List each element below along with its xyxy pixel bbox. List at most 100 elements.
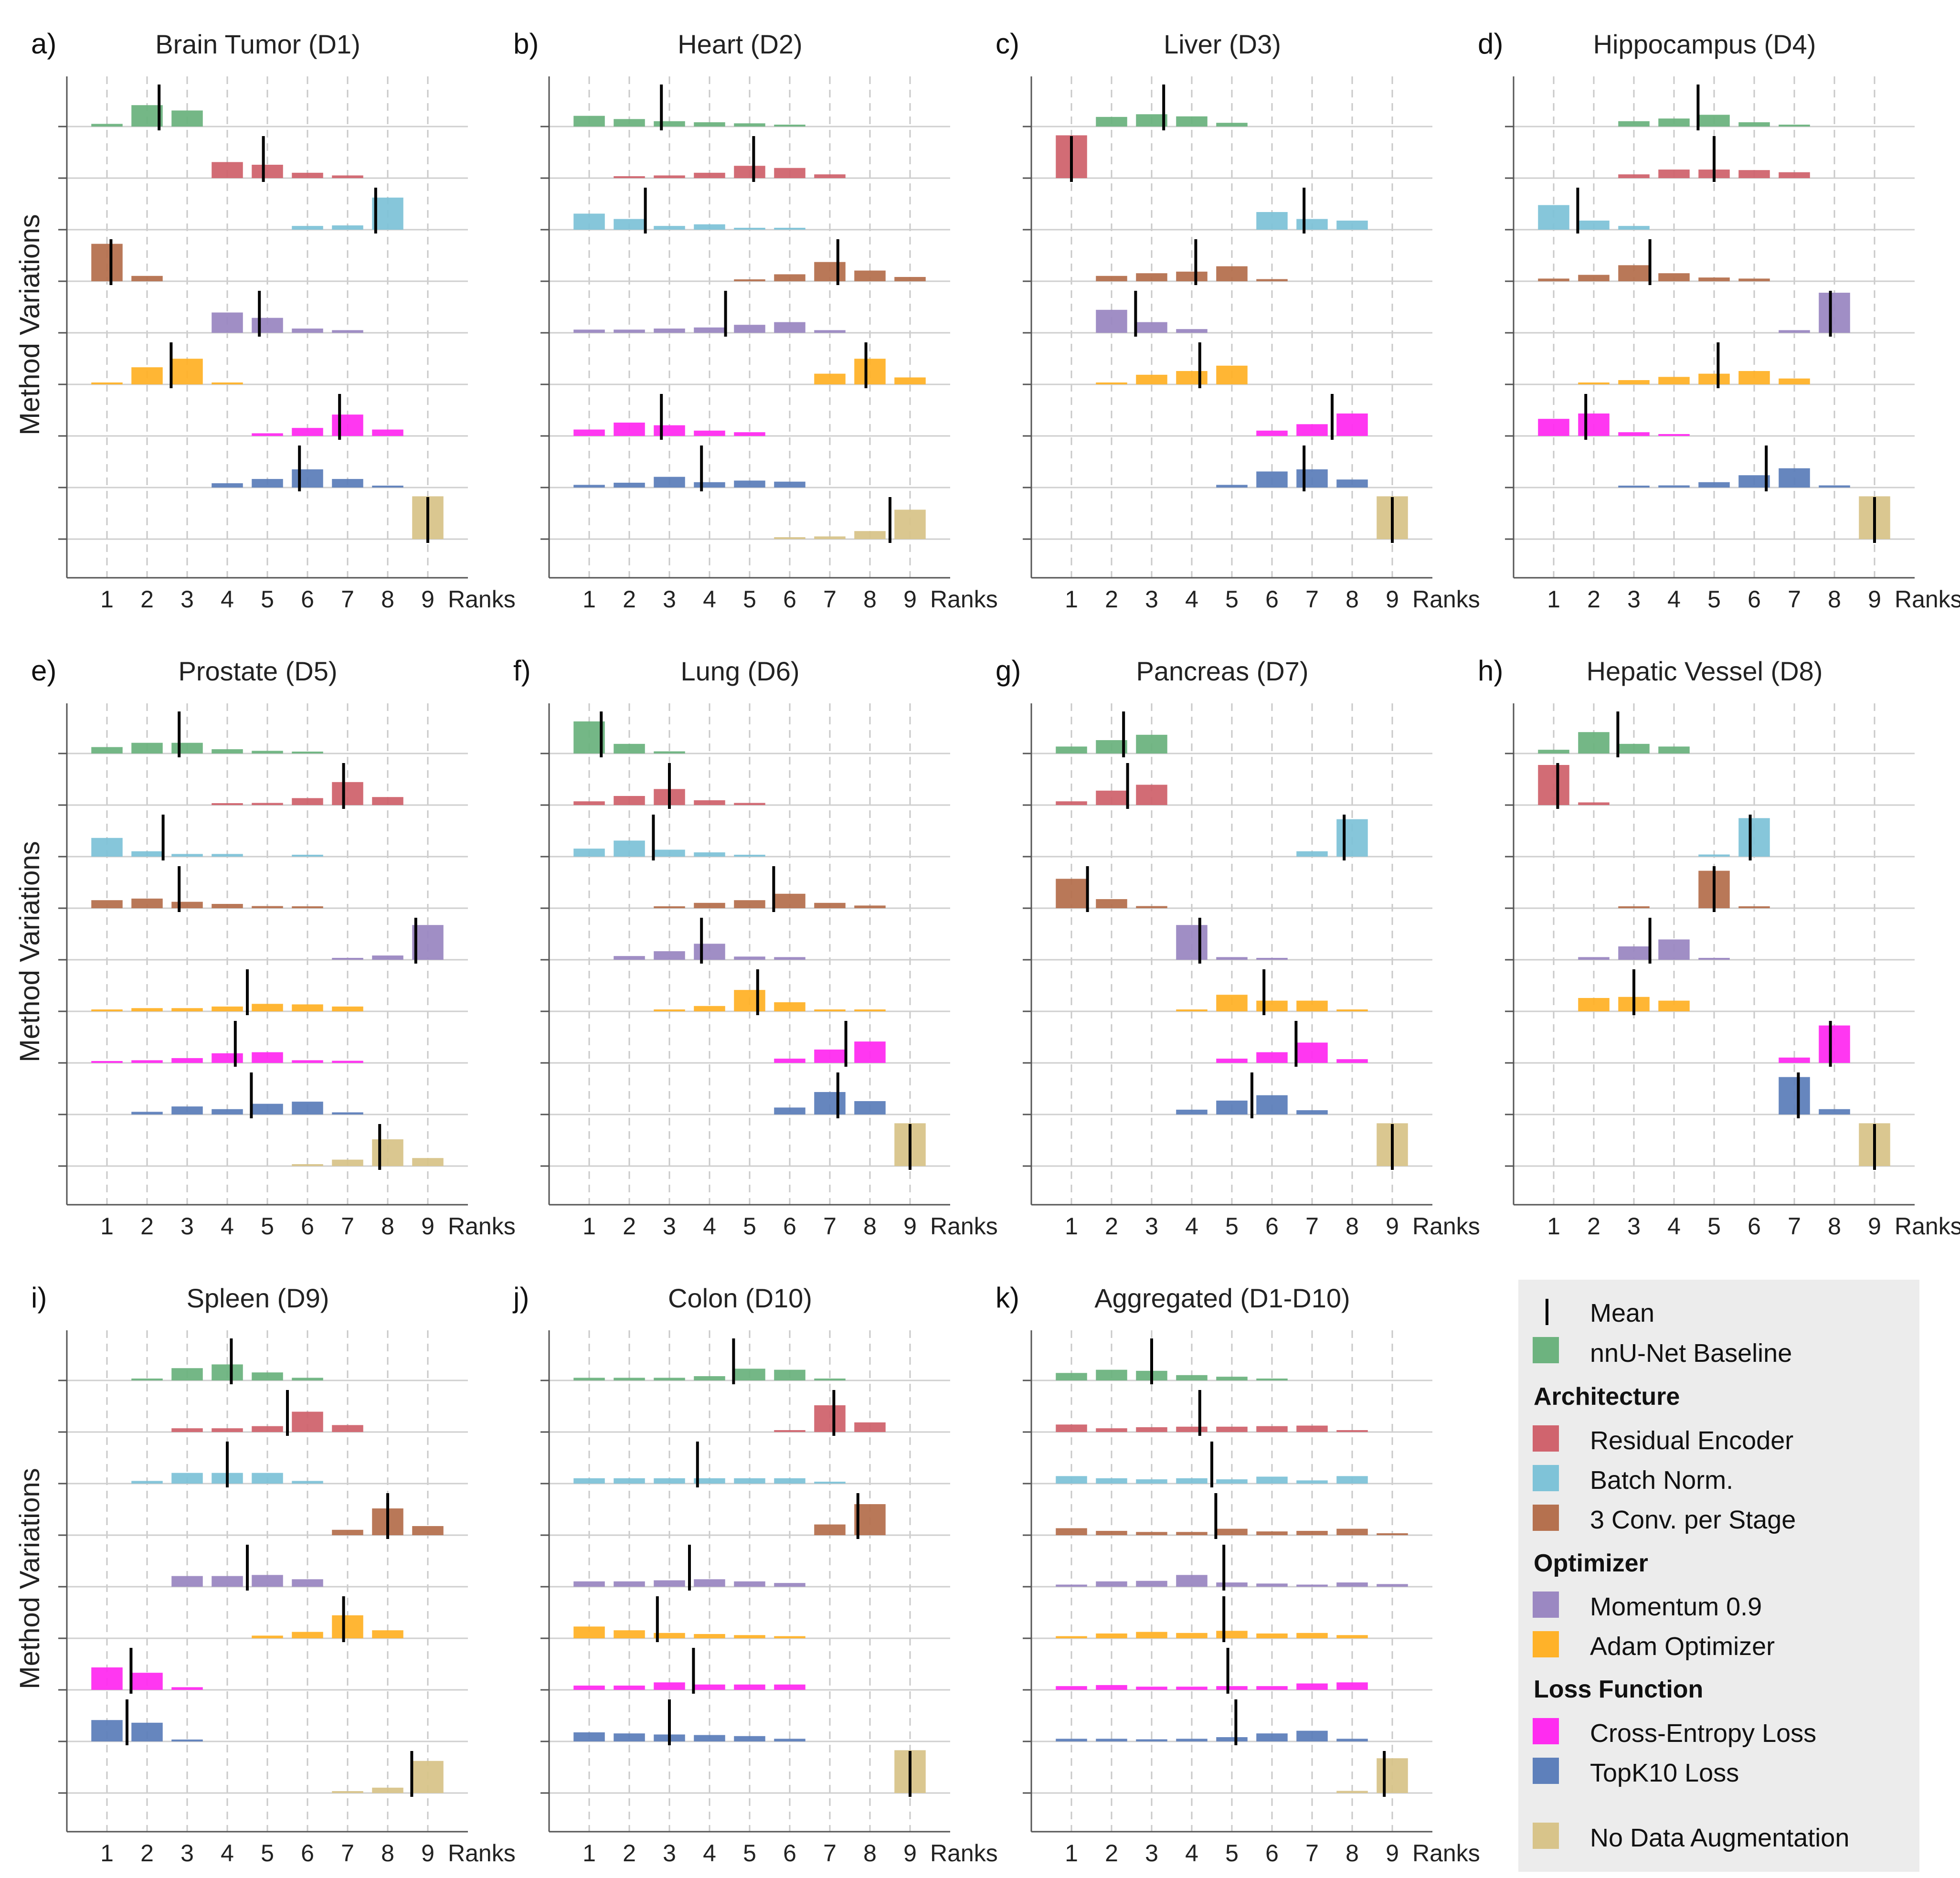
bar-topk10-loss-rank-2 — [614, 1733, 645, 1741]
bar-momentum-0-9-rank-7 — [1296, 1584, 1328, 1587]
x-tick-label-7: 7 — [341, 1213, 354, 1240]
bar-momentum-0-9-rank-6 — [774, 957, 805, 960]
bar-cross-entropy-loss-rank-6 — [1256, 1052, 1288, 1063]
bar-residual-encoder-rank-5 — [734, 166, 765, 178]
bar-momentum-0-9-rank-3 — [1136, 322, 1167, 333]
x-axis-label: Ranks — [448, 1213, 516, 1240]
bar-topk10-loss-rank-3 — [654, 477, 685, 488]
bar-nnu-net-baseline-rank-3 — [1618, 121, 1650, 127]
x-tick-label-2: 2 — [1587, 1213, 1600, 1240]
x-tick-label-8: 8 — [381, 586, 394, 613]
bar-residual-encoder-rank-7 — [1779, 172, 1810, 178]
bar-topk10-loss-rank-6 — [292, 469, 323, 488]
bar-3-conv-per-stage-rank-3 — [1136, 906, 1167, 908]
bar-adam-optimizer-rank-2 — [131, 1008, 163, 1011]
bar-adam-optimizer-rank-8 — [1336, 1009, 1368, 1011]
panel-lung-d6: f) Lung (D6) 1 2 3 4 5 6 7 8 9 Ranks — [513, 655, 998, 1240]
bar-topk10-loss-rank-7 — [332, 479, 363, 488]
bar-adam-optimizer-rank-5 — [734, 1635, 765, 1638]
bar-topk10-loss-rank-8 — [854, 1101, 886, 1114]
bar-3-conv-per-stage-rank-1 — [1056, 879, 1087, 908]
bar-residual-encoder-rank-5 — [252, 165, 283, 178]
x-tick-label-5: 5 — [1225, 586, 1239, 613]
bar-topk10-loss-rank-5 — [252, 1103, 283, 1114]
bar-cross-entropy-loss-rank-3 — [654, 425, 685, 436]
bar-residual-encoder-rank-6 — [774, 1430, 805, 1432]
bar-3-conv-per-stage-rank-3 — [1618, 265, 1650, 281]
bar-topk10-loss-rank-4 — [1176, 1109, 1208, 1114]
panel-letter: b) — [513, 28, 539, 60]
bar-adam-optimizer-rank-3 — [171, 359, 203, 384]
bar-batch-norm--rank-3 — [171, 854, 203, 857]
x-tick-label-9: 9 — [421, 1840, 434, 1867]
panel-letter: g) — [996, 655, 1021, 687]
bar-cross-entropy-loss-rank-6 — [1256, 1686, 1288, 1690]
bar-nnu-net-baseline-rank-3 — [654, 121, 685, 127]
bar-residual-encoder-rank-2 — [614, 176, 645, 178]
legend-mean-label: Mean — [1590, 1299, 1654, 1327]
y-axis-label: Method Variations — [14, 841, 45, 1062]
bar-3-conv-per-stage-rank-5 — [252, 906, 283, 908]
bar-topk10-loss-rank-4 — [1658, 485, 1690, 488]
bar-residual-encoder-rank-8 — [372, 797, 403, 805]
bar-batch-norm--rank-2 — [1096, 1478, 1127, 1484]
bar-adam-optimizer-rank-4 — [212, 1006, 243, 1011]
x-tick-label-5: 5 — [1707, 586, 1721, 613]
bar-3-conv-per-stage-rank-4 — [1176, 271, 1208, 281]
x-tick-label-1: 1 — [1065, 586, 1078, 613]
bar-cross-entropy-loss-rank-1 — [1538, 419, 1569, 436]
bar-momentum-0-9-rank-6 — [774, 322, 805, 333]
bar-cross-entropy-loss-rank-3 — [1136, 1687, 1167, 1690]
bar-residual-encoder-rank-8 — [854, 1422, 886, 1432]
x-tick-label-4: 4 — [703, 586, 716, 613]
x-tick-label-8: 8 — [381, 1213, 394, 1240]
x-tick-label-9: 9 — [421, 586, 434, 613]
bar-batch-norm--rank-2 — [614, 1478, 645, 1484]
bar-residual-encoder-rank-2 — [1096, 1428, 1127, 1432]
bar-nnu-net-baseline-rank-2 — [1096, 1369, 1127, 1380]
bar-no-data-augmentation-rank-8 — [1336, 1791, 1368, 1793]
legend-swatch-no-data-aug — [1533, 1823, 1559, 1849]
bar-adam-optimizer-rank-7 — [1296, 1000, 1328, 1011]
legend-label-3-conv-per-stage: 3 Conv. per Stage — [1590, 1506, 1796, 1534]
bar-residual-encoder-rank-6 — [774, 168, 805, 178]
bar-batch-norm--rank-1 — [1056, 1476, 1087, 1484]
bar-batch-norm--rank-7 — [1296, 851, 1328, 857]
bar-nnu-net-baseline-rank-1 — [1056, 746, 1087, 753]
bar-residual-encoder-rank-7 — [332, 782, 363, 805]
bar-topk10-loss-rank-8 — [1336, 1739, 1368, 1741]
legend-group-architecture-title: Architecture — [1534, 1383, 1680, 1411]
bar-nnu-net-baseline-rank-2 — [131, 743, 163, 753]
bar-3-conv-per-stage-rank-2 — [1096, 1531, 1127, 1535]
x-tick-label-4: 4 — [703, 1840, 716, 1867]
bar-nnu-net-baseline-rank-4 — [212, 1364, 243, 1380]
bar-3-conv-per-stage-rank-1 — [1056, 1528, 1087, 1535]
bar-adam-optimizer-rank-2 — [1578, 382, 1610, 384]
bar-momentum-0-9-rank-2 — [1578, 957, 1610, 960]
bar-momentum-0-9-rank-8 — [1819, 293, 1850, 333]
bar-topk10-loss-rank-5 — [734, 1736, 765, 1741]
bar-nnu-net-baseline-rank-4 — [694, 1376, 725, 1380]
bar-adam-optimizer-rank-6 — [774, 1002, 805, 1011]
panel-prostate-d5: e) Prostate (D5) 1 2 3 4 5 6 7 8 9 Ranks Method Vari… — [14, 655, 516, 1240]
bar-batch-norm--rank-8 — [1336, 819, 1368, 857]
bar-cross-entropy-loss-rank-3 — [654, 1682, 685, 1690]
bar-adam-optimizer-rank-7 — [814, 1009, 846, 1011]
bar-cross-entropy-loss-rank-4 — [212, 1053, 243, 1063]
bar-topk10-loss-rank-2 — [131, 1722, 163, 1741]
bar-residual-encoder-rank-1 — [1056, 801, 1087, 805]
legend-group-optimizer-title: Optimizer — [1534, 1549, 1648, 1577]
bar-batch-norm--rank-6 — [774, 228, 805, 230]
bar-nnu-net-baseline-rank-6 — [1256, 1379, 1288, 1380]
bar-cross-entropy-loss-rank-2 — [1096, 1685, 1127, 1690]
bar-adam-optimizer-rank-3 — [654, 1009, 685, 1011]
bar-3-conv-per-stage-rank-9 — [412, 1526, 444, 1535]
bar-batch-norm--rank-4 — [212, 854, 243, 857]
bar-batch-norm--rank-3 — [1618, 226, 1650, 230]
bar-topk10-loss-rank-6 — [1256, 1733, 1288, 1741]
bar-3-conv-per-stage-rank-7 — [1296, 1531, 1328, 1535]
bar-momentum-0-9-rank-5 — [1216, 1582, 1248, 1587]
bar-3-conv-per-stage-rank-6 — [1256, 279, 1288, 281]
bar-batch-norm--rank-3 — [654, 226, 685, 230]
x-tick-label-6: 6 — [1265, 586, 1279, 613]
